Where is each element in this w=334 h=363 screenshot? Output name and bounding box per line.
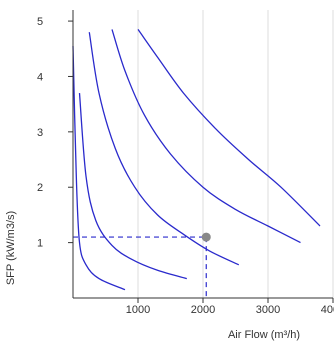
x-axis-ticks: 1000 2000 3000 4000 <box>126 298 334 316</box>
y-tick-label-5: 5 <box>37 16 43 28</box>
y-tick-label-4: 4 <box>37 71 43 83</box>
operating-point-marker[interactable] <box>201 232 211 242</box>
x-axis-title: Air Flow (m³/h) <box>228 329 300 341</box>
fan-curve-2 <box>78 93 187 280</box>
grid-lines <box>137 10 334 298</box>
fan-curve-5 <box>137 29 321 227</box>
fan-curve-3 <box>88 32 240 266</box>
fan-curve-4 <box>111 29 301 244</box>
operating-point-guides <box>73 236 207 298</box>
x-tick-label-1000: 1000 <box>126 304 150 316</box>
x-tick-label-2000: 2000 <box>191 304 215 316</box>
x-tick-label-3000: 3000 <box>256 304 280 316</box>
y-tick-label-3: 3 <box>37 127 43 139</box>
fan-curve-1 <box>72 45 126 291</box>
fan-curves <box>72 29 321 291</box>
y-axis-title: SFP (kW/m3/s) <box>5 211 17 285</box>
x-tick-label-4000: 4000 <box>321 304 334 316</box>
y-axis-ticks: 1 2 3 4 5 <box>37 16 73 250</box>
y-tick-label-1: 1 <box>37 238 43 250</box>
y-tick-label-2: 2 <box>37 182 43 194</box>
